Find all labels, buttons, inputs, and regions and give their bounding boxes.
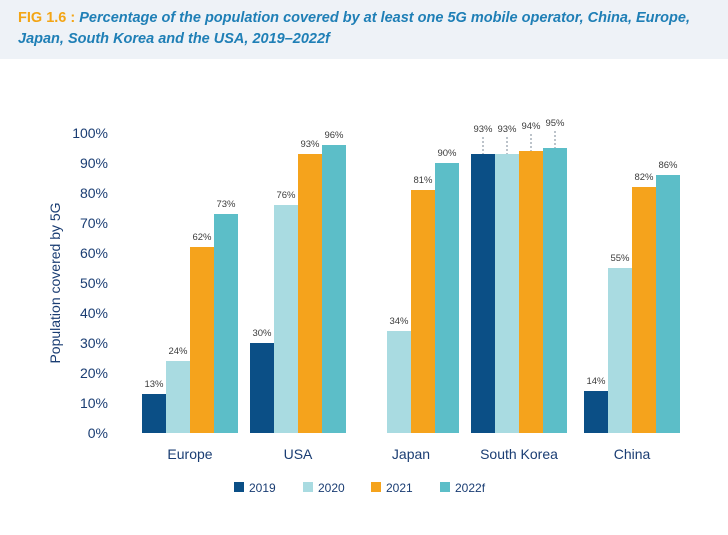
bar-south-korea-2021: [519, 151, 543, 433]
category-label: Europe: [167, 446, 212, 462]
y-tick-label: 30%: [80, 335, 108, 351]
bar-usa-2019: [250, 343, 274, 433]
bar-europe-2020: [166, 361, 190, 433]
bar-china-2020: [608, 268, 632, 433]
chart-title: FIG 1.6 : Percentage of the population c…: [18, 8, 718, 50]
bar-china-2019: [584, 391, 608, 433]
data-label: 93%: [473, 124, 493, 135]
bar-usa-2020: [274, 205, 298, 433]
legend-swatch-2021: [371, 482, 381, 492]
y-tick-label: 0%: [88, 425, 108, 441]
category-label: China: [614, 446, 651, 462]
bar-south-korea-2019: [471, 154, 495, 433]
legend-label: 2020: [318, 481, 345, 495]
data-label: 94%: [521, 121, 541, 132]
category-label: South Korea: [480, 446, 558, 462]
y-tick-label: 90%: [80, 155, 108, 171]
y-tick-label: 60%: [80, 245, 108, 261]
data-label: 81%: [413, 175, 433, 186]
chart-title-text: Percentage of the population covered by …: [18, 10, 690, 47]
bar-europe-2019: [142, 394, 166, 433]
data-label: 73%: [216, 199, 236, 210]
data-label: 86%: [658, 160, 678, 171]
data-label: 96%: [324, 130, 344, 141]
bar-japan-2022f: [435, 163, 459, 433]
data-label: 24%: [168, 346, 188, 357]
data-label: 93%: [497, 124, 517, 135]
header: FIG 1.6 : Percentage of the population c…: [0, 0, 728, 59]
y-tick-label: 100%: [72, 125, 108, 141]
data-label: 62%: [192, 232, 212, 243]
bar-china-2022f: [656, 175, 680, 433]
y-tick-label: 10%: [80, 395, 108, 411]
bar-europe-2021: [190, 247, 214, 433]
data-label: 76%: [276, 190, 296, 201]
figure-label: FIG 1.6 :: [18, 10, 76, 26]
data-label: 55%: [610, 253, 630, 264]
legend: 2019 2020 2021 2022f: [234, 481, 486, 495]
legend-swatch-2019: [234, 482, 244, 492]
data-labels: 13% 24% 62% 73% 30% 76% 93% 96% 34% 81% 90% 93% 93% 9…: [144, 118, 678, 390]
data-label: 95%: [545, 118, 565, 129]
y-axis-ticks: 0% 10% 20% 30% 40% 50% 60% 70% 80% 90% 100%: [72, 125, 108, 441]
legend-swatch-2020: [303, 482, 313, 492]
bar-europe-2022f: [214, 214, 238, 433]
data-label: 90%: [437, 148, 457, 159]
y-tick-label: 20%: [80, 365, 108, 381]
y-tick-label: 70%: [80, 215, 108, 231]
y-axis-label: Population covered by 5G: [47, 202, 63, 363]
bar-south-korea-2022f: [543, 148, 567, 433]
bar-japan-2021: [411, 190, 435, 433]
data-label: 34%: [389, 316, 409, 327]
legend-swatch-2022f: [440, 482, 450, 492]
data-label: 93%: [300, 139, 320, 150]
category-label: Japan: [392, 446, 430, 462]
bar-china-2021: [632, 187, 656, 433]
category-labels: Europe USA Japan South Korea China: [167, 446, 650, 462]
legend-label: 2022f: [455, 481, 486, 495]
chart-panel: [0, 59, 728, 535]
category-label: USA: [284, 446, 313, 462]
data-label: 14%: [586, 376, 606, 387]
y-tick-label: 80%: [80, 185, 108, 201]
y-tick-label: 40%: [80, 305, 108, 321]
bar-usa-2021: [298, 154, 322, 433]
bar-japan-2020: [387, 331, 411, 433]
y-tick-label: 50%: [80, 275, 108, 291]
legend-label: 2021: [386, 481, 413, 495]
data-label: 13%: [144, 379, 164, 390]
data-label: 82%: [634, 172, 654, 183]
bars: [142, 145, 680, 433]
data-label: 30%: [252, 328, 272, 339]
bar-usa-2022f: [322, 145, 346, 433]
legend-label: 2019: [249, 481, 276, 495]
bar-south-korea-2020: [495, 154, 519, 433]
